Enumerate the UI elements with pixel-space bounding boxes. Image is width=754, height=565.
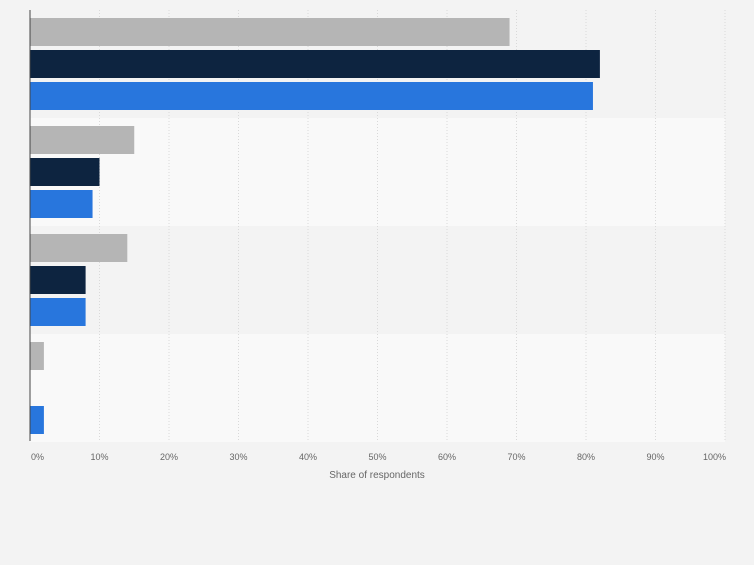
x-tick-label: 100% — [703, 452, 726, 462]
x-tick-label: 10% — [90, 452, 108, 462]
bar — [30, 234, 128, 262]
bar — [30, 266, 86, 294]
x-tick-label: 30% — [229, 452, 247, 462]
bar — [30, 158, 100, 186]
bars — [30, 18, 600, 434]
bar — [30, 126, 135, 154]
bar — [30, 82, 593, 110]
x-tick-label: 40% — [299, 452, 317, 462]
x-tick-label: 90% — [646, 452, 664, 462]
x-tick-label: 20% — [160, 452, 178, 462]
axes: 0% 10% 20% 30% 40% 50% 60% 70% 80% 90% 100% — [29, 10, 726, 462]
bar — [30, 50, 600, 78]
x-tick-label: 50% — [368, 452, 386, 462]
bar — [30, 18, 510, 46]
x-tick-label: 70% — [507, 452, 525, 462]
x-tick-label: 80% — [577, 452, 595, 462]
bar — [30, 298, 86, 326]
x-tick-label: 0% — [31, 452, 44, 462]
x-tick-label: 60% — [438, 452, 456, 462]
bar — [30, 406, 44, 434]
bar — [30, 190, 93, 218]
bar — [30, 342, 44, 370]
x-axis-label: Share of respondents — [329, 470, 425, 481]
